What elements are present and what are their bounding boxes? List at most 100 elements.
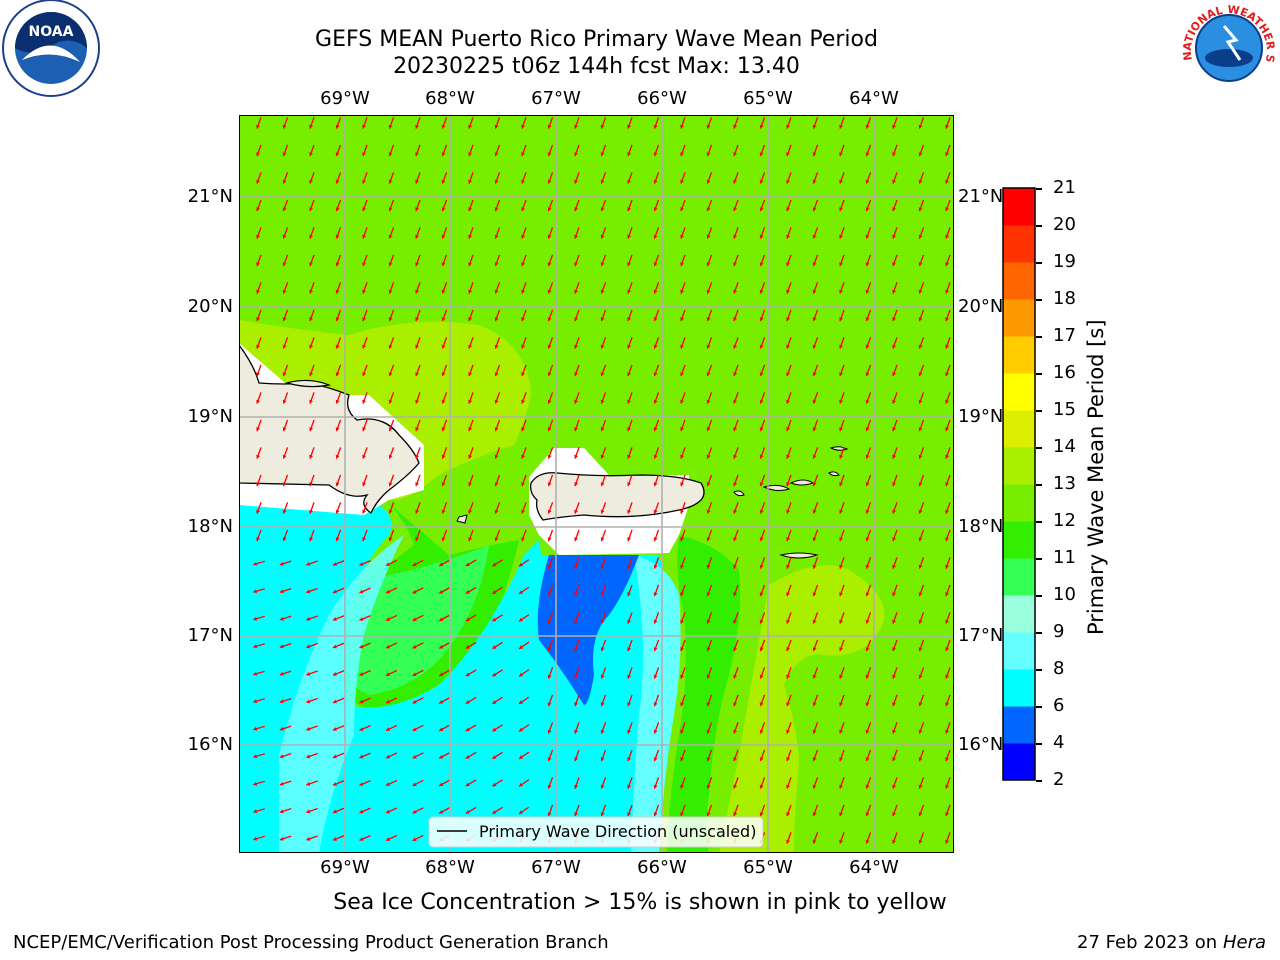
wave-arrow-head bbox=[600, 702, 605, 707]
wave-arrow-head bbox=[759, 317, 764, 322]
wave-arrow-head bbox=[892, 262, 897, 267]
wave-arrow-head bbox=[627, 152, 632, 157]
wave-arrow-head bbox=[812, 454, 817, 459]
wave-arrow-head bbox=[332, 837, 337, 841]
wave-arrow-head bbox=[865, 839, 870, 844]
wave-arrow-head bbox=[786, 399, 791, 404]
wave-arrow-head bbox=[256, 262, 261, 267]
wave-arrow-head bbox=[892, 702, 897, 707]
wave-arrow-head bbox=[415, 234, 420, 239]
wave-arrow-head bbox=[918, 372, 923, 377]
lat-tick-left: 16°N bbox=[187, 734, 233, 755]
wave-arrow-head bbox=[468, 454, 473, 459]
wave-arrow-head bbox=[574, 234, 579, 239]
wave-arrow-head bbox=[282, 372, 287, 377]
wave-arrow-head bbox=[812, 344, 817, 349]
wave-arrow-head bbox=[309, 124, 314, 129]
wave-arrow-head bbox=[918, 317, 923, 322]
wave-arrow-head bbox=[519, 617, 524, 622]
lat-tick-left: 17°N bbox=[187, 625, 233, 646]
wave-arrow-head bbox=[653, 482, 658, 487]
wave-arrow-head bbox=[306, 836, 311, 841]
wave-arrow-head bbox=[892, 757, 897, 762]
wave-arrow-head bbox=[759, 427, 764, 432]
wave-arrow-head bbox=[547, 152, 552, 157]
wave-arrow-head bbox=[306, 561, 311, 566]
wave-arrow-head bbox=[839, 317, 844, 322]
wave-arrow-head bbox=[839, 482, 844, 487]
wave-arrow-head bbox=[521, 509, 526, 514]
wave-arrow-head bbox=[309, 537, 314, 542]
wave-arrow-head bbox=[733, 564, 738, 569]
lon-tick-bottom: 64°W bbox=[849, 857, 899, 878]
colorbar-segment bbox=[1003, 373, 1035, 411]
wave-arrow-head bbox=[733, 702, 738, 707]
wave-arrow-head bbox=[415, 344, 420, 349]
wave-arrow-head bbox=[388, 234, 393, 239]
wave-arrow-head bbox=[519, 727, 524, 732]
wave-arrow-head bbox=[839, 537, 844, 542]
wave-arrow-head bbox=[547, 124, 552, 129]
wave-arrow-head bbox=[547, 262, 552, 267]
wave-arrow-head bbox=[600, 674, 605, 679]
wave-arrow-head bbox=[412, 672, 417, 677]
colorbar-tick-label: 20 bbox=[1053, 214, 1076, 235]
wave-arrow-head bbox=[519, 755, 524, 759]
wave-arrow-head bbox=[600, 729, 605, 734]
wave-arrow-head bbox=[465, 617, 470, 622]
wave-arrow-head bbox=[574, 262, 579, 267]
wave-arrow-head bbox=[253, 589, 258, 594]
wave-arrow-head bbox=[468, 344, 473, 349]
wave-arrow-head bbox=[441, 537, 446, 542]
wave-arrow-head bbox=[256, 124, 261, 129]
wave-arrow-head bbox=[759, 372, 764, 377]
wave-arrow-head bbox=[359, 644, 364, 649]
colorbar-tick-label: 10 bbox=[1053, 584, 1076, 605]
wave-arrow-head bbox=[918, 207, 923, 212]
wave-arrow-head bbox=[945, 372, 950, 377]
wave-arrow-head bbox=[918, 839, 923, 844]
colorbar-segment bbox=[1003, 632, 1035, 670]
wave-arrow-head bbox=[733, 399, 738, 404]
wave-arrow-head bbox=[918, 702, 923, 707]
wave-arrow-head bbox=[388, 207, 393, 212]
lon-tick-top: 68°W bbox=[425, 88, 475, 109]
wave-arrow-head bbox=[600, 564, 605, 569]
wave-arrow-head bbox=[733, 289, 738, 294]
colorbar-tick-mark bbox=[1036, 484, 1042, 486]
wave-arrow-head bbox=[706, 262, 711, 267]
wave-arrow-head bbox=[945, 262, 950, 267]
wave-arrow-head bbox=[918, 399, 923, 404]
wave-arrow-head bbox=[892, 482, 897, 487]
wave-arrow-head bbox=[839, 289, 844, 294]
wave-arrow-head bbox=[653, 289, 658, 294]
wave-arrow-head bbox=[468, 152, 473, 157]
wave-arrow-head bbox=[253, 809, 258, 814]
wave-arrow-head bbox=[362, 454, 367, 459]
wave-arrow-head bbox=[439, 727, 444, 732]
wave-arrow-head bbox=[492, 727, 497, 732]
wave-arrow-head bbox=[547, 207, 552, 212]
wave-arrow-head bbox=[680, 454, 685, 459]
colorbar-segment bbox=[1003, 484, 1035, 522]
wave-arrow-head bbox=[362, 537, 367, 542]
wave-arrow-head bbox=[335, 317, 340, 322]
wave-arrow-head bbox=[627, 454, 632, 459]
wave-arrow-head bbox=[892, 317, 897, 322]
wave-arrow-head bbox=[494, 372, 499, 377]
land-puerto-rico bbox=[529, 472, 705, 521]
wave-arrow-head bbox=[359, 782, 364, 786]
lat-tick-right: 16°N bbox=[958, 734, 1004, 755]
field-11-12-east bbox=[667, 535, 741, 853]
wave-arrow-head bbox=[519, 810, 524, 814]
wave-arrow-head bbox=[547, 619, 552, 624]
wave-arrow-head bbox=[335, 262, 340, 267]
wave-arrow-head bbox=[812, 372, 817, 377]
wave-arrow-head bbox=[945, 399, 950, 404]
wave-arrow-head bbox=[600, 619, 605, 624]
wave-arrow-head bbox=[521, 262, 526, 267]
wave-arrow-head bbox=[335, 344, 340, 349]
colorbar-tick-mark bbox=[1036, 632, 1042, 634]
wave-arrow-head bbox=[627, 234, 632, 239]
wave-arrow-head bbox=[521, 207, 526, 212]
